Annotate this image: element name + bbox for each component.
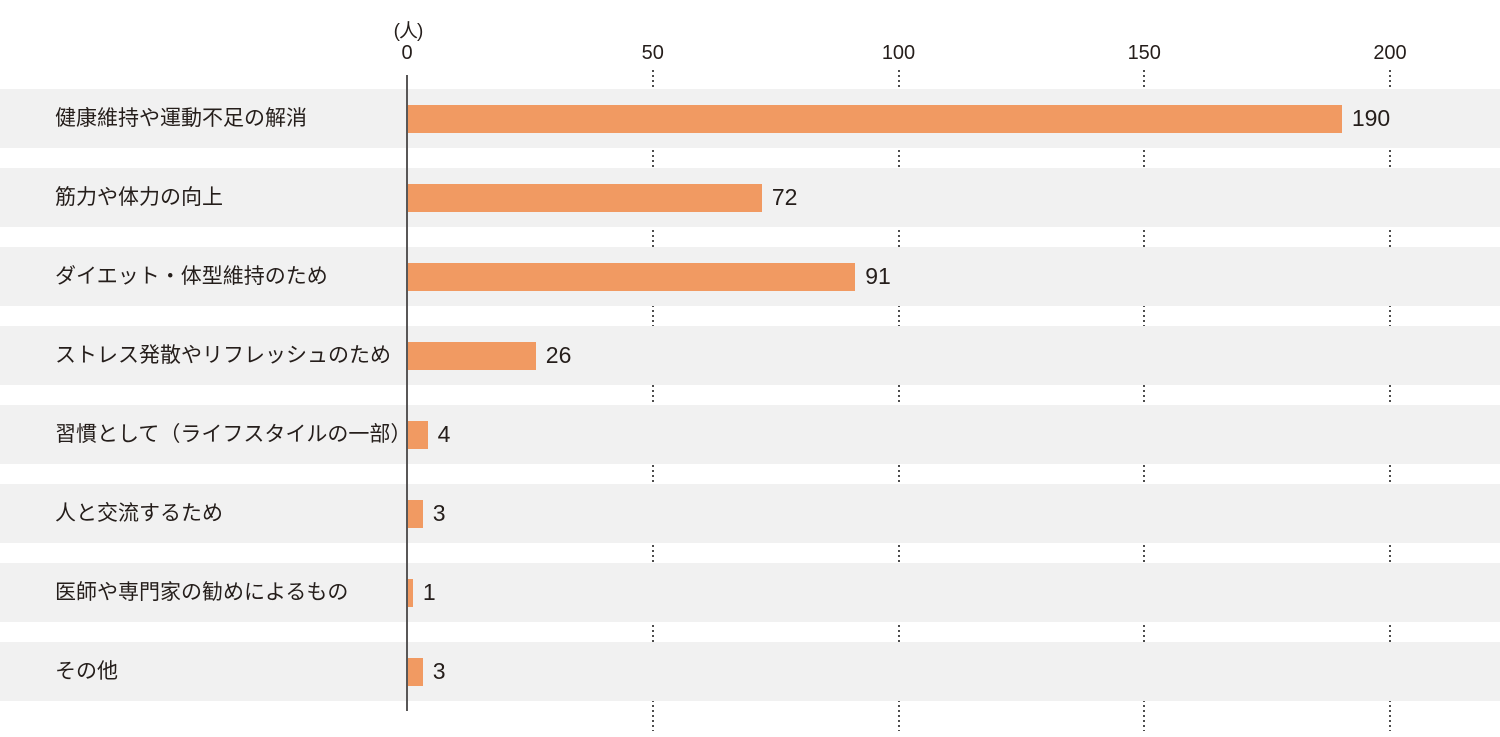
category-label: ストレス発散やリフレッシュのため (55, 344, 391, 367)
x-axis-tick-label: 0 (401, 42, 413, 64)
category-label: 医師や専門家の勧めによるもの (55, 581, 349, 604)
bar (408, 578, 413, 607)
row-band (0, 642, 1500, 701)
bar (408, 499, 423, 528)
x-axis-tick-label: 200 (1373, 42, 1407, 64)
category-label: 健康維持や運動不足の解消 (55, 107, 307, 130)
x-axis-tick-label: 150 (1127, 42, 1161, 64)
bar-value-label: 1 (422, 579, 436, 605)
bar-value-label: 26 (545, 342, 572, 368)
axis-unit-label: (人) (393, 21, 424, 42)
row-band (0, 405, 1500, 464)
category-label: ダイエット・体型維持のため (55, 265, 328, 288)
category-label: 筋力や体力の向上 (55, 186, 223, 209)
bar-value-label: 3 (432, 500, 446, 526)
row-band (0, 484, 1500, 543)
y-axis-line (406, 75, 408, 711)
bar-value-label: 72 (771, 184, 798, 210)
bar-value-label: 91 (865, 263, 891, 289)
row-band (0, 563, 1500, 622)
bar (408, 262, 856, 291)
row-band (0, 326, 1500, 385)
bar (408, 104, 1342, 133)
category-label: その他 (55, 660, 118, 683)
bar (408, 183, 762, 212)
gridline-100 (897, 70, 900, 731)
bar-value-label: 4 (437, 421, 451, 447)
x-axis-tick-label: 100 (881, 42, 916, 64)
x-axis-tick-label: 50 (641, 42, 664, 64)
gridline-200 (1389, 70, 1391, 731)
category-label: 習慣として（ライフスタイルの一部） (55, 423, 412, 446)
bar (408, 420, 428, 449)
gridline-150 (1143, 70, 1146, 731)
bar (408, 341, 536, 370)
gridline-50 (651, 70, 654, 731)
bar-value-label: 190 (1351, 105, 1391, 131)
bar (408, 657, 423, 686)
category-label: 人と交流するため (55, 502, 223, 525)
bar-value-label: 3 (432, 658, 446, 684)
